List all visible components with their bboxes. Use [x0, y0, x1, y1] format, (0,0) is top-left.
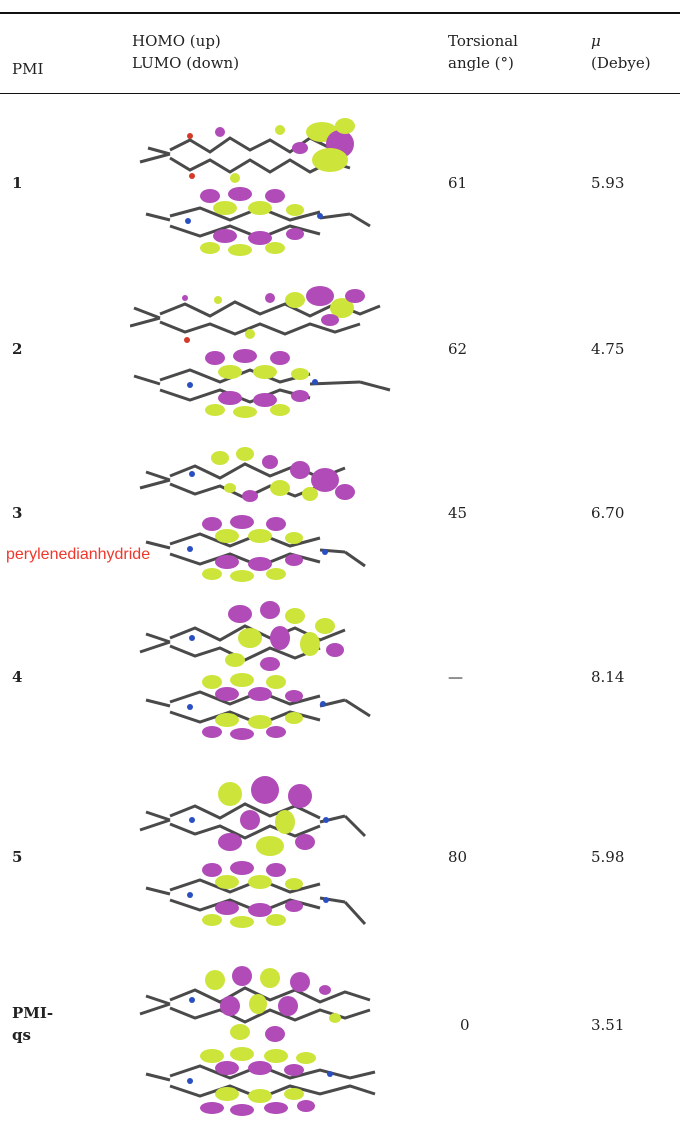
homo-orbital-pmi-qs: [139, 966, 371, 1042]
lumo-orbital-5: [145, 861, 367, 928]
header-angle: angle (°): [448, 54, 514, 72]
mu-5: 5.98: [591, 848, 625, 866]
torsion-2: 62: [448, 340, 468, 358]
torsion-5: 80: [448, 848, 468, 866]
lumo-orbital-3: [145, 515, 366, 582]
lumo-orbital-4: [145, 673, 371, 740]
row-label-2: 2: [12, 340, 23, 358]
mu-4: 8.14: [591, 668, 625, 686]
lumo-orbital-pmi-qs: [145, 1047, 376, 1116]
mu-1: 5.93: [591, 174, 625, 192]
table-header-rule: [0, 93, 680, 94]
annotation-perylenedianhydride: perylenedianhydride: [6, 546, 151, 563]
homo-orbital-5: [139, 776, 367, 856]
orbital-image-1: [139, 118, 371, 256]
mu-3: 6.70: [591, 504, 625, 522]
table-top-rule: [0, 12, 680, 14]
row-label-pmi-qs-line2: qs: [12, 1026, 31, 1044]
header-torsional: Torsional: [448, 32, 518, 50]
lumo-orbital-2: [133, 349, 391, 418]
torsion-1: 61: [448, 174, 468, 192]
orbital-image-4: [139, 601, 371, 740]
homo-orbital-2: [130, 286, 381, 343]
row-label-4: 4: [12, 668, 23, 686]
header-mu: μ: [591, 32, 601, 50]
torsion-3: 45: [448, 504, 468, 522]
orbital-image-pmi-qs: [139, 966, 376, 1116]
row-label-1: 1: [12, 174, 23, 192]
header-homo: HOMO (up): [132, 32, 221, 50]
mu-pmi-qs: 3.51: [591, 1016, 625, 1034]
mu-2: 4.75: [591, 340, 625, 358]
header-pmi: PMI: [12, 60, 44, 78]
header-lumo: LUMO (down): [132, 54, 240, 72]
orbital-image-3: [139, 447, 366, 582]
torsion-4: —: [448, 668, 463, 686]
lumo-orbital-1: [145, 187, 371, 256]
row-label-5: 5: [12, 848, 23, 866]
header-debye: (Debye): [591, 54, 651, 72]
torsion-pmi-qs: 0: [460, 1016, 470, 1034]
homo-orbital-3: [139, 447, 355, 502]
row-label-pmi-qs-line1: PMI-: [12, 1004, 54, 1022]
row-label-3: 3: [12, 504, 23, 522]
homo-orbital-1: [139, 118, 355, 183]
orbital-image-5: [139, 776, 367, 928]
orbital-image-2: [130, 286, 391, 418]
homo-orbital-4: [139, 601, 346, 671]
